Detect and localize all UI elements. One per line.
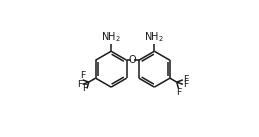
Text: F: F <box>82 84 87 93</box>
Text: F: F <box>176 88 181 97</box>
Text: F: F <box>77 80 83 89</box>
Text: O: O <box>129 55 136 65</box>
Text: NH$_2$: NH$_2$ <box>101 30 121 44</box>
Text: F: F <box>80 71 85 80</box>
Text: F: F <box>183 80 188 89</box>
Text: NH$_2$: NH$_2$ <box>145 30 164 44</box>
Text: F: F <box>183 75 188 84</box>
